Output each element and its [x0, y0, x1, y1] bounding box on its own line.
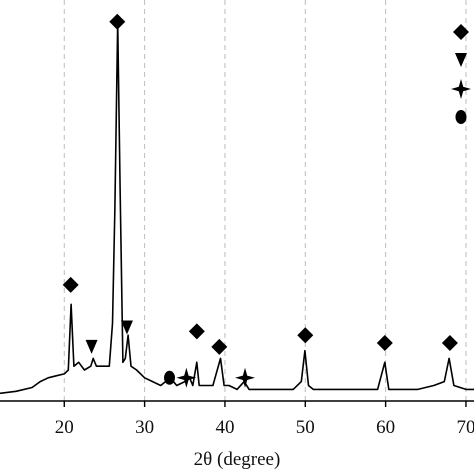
peak-markers	[62, 13, 458, 388]
legend-symbol-triangle-down	[455, 53, 467, 67]
marker-diamond-10	[376, 334, 393, 351]
x-tick-label-20: 20	[55, 417, 74, 438]
x-axis-title: 2θ (degree)	[194, 449, 281, 470]
marker-diamond-1	[109, 13, 126, 30]
marker-circle-4	[164, 370, 176, 385]
x-tick-label-40: 40	[215, 417, 234, 438]
x-tick-label-70: 70	[456, 417, 474, 438]
marker-star-5	[176, 367, 197, 388]
legend	[451, 24, 471, 124]
legend-symbol-diamond	[453, 24, 469, 40]
marker-diamond-9	[297, 327, 314, 344]
legend-symbol-star	[451, 79, 471, 99]
grid-lines	[63, 0, 467, 401]
x-tick-label-30: 30	[135, 417, 154, 438]
x-tick-label-50: 50	[296, 417, 315, 438]
x-tick-label-60: 60	[376, 417, 395, 438]
marker-diamond-7	[211, 338, 228, 355]
legend-symbol-circle	[455, 110, 467, 124]
marker-triangle-down-3	[120, 320, 133, 335]
x-axis-ticks: 20 30 40 50 60 70	[55, 401, 474, 438]
marker-diamond-6	[188, 323, 205, 340]
marker-star-8	[235, 367, 256, 388]
marker-triangle-down-2	[85, 339, 98, 354]
marker-diamond-0	[62, 276, 79, 293]
marker-diamond-11	[441, 334, 458, 351]
